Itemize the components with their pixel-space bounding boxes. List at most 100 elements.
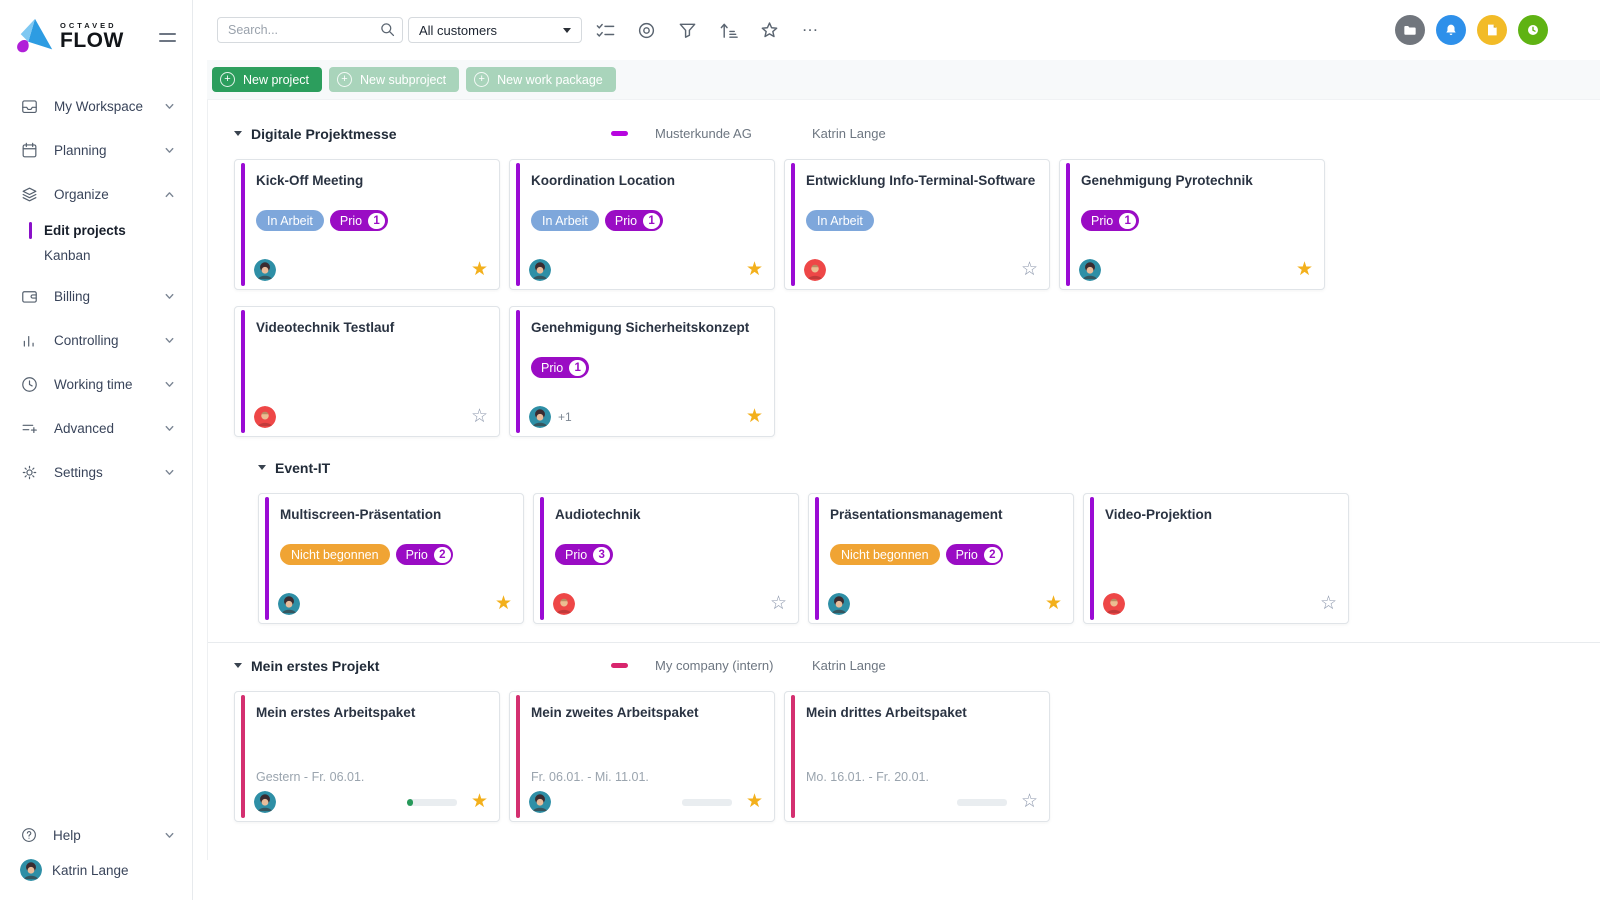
- subproject-section: Event-IT Multiscreen-Präsentation Nicht …: [258, 458, 1600, 624]
- favorite-star-icon[interactable]: ★: [1295, 259, 1313, 280]
- wallet-icon: [22, 290, 37, 303]
- work-package-card[interactable]: Audiotechnik Prio 3 ☆: [533, 493, 799, 624]
- group-divider: [208, 642, 1600, 643]
- project-group-title[interactable]: Mein erstes Projekt: [251, 657, 380, 674]
- sidebar-user[interactable]: Katrin Lange: [20, 852, 176, 888]
- card-title: Video-Projektion: [1105, 507, 1213, 522]
- sidebar-item-label: Planning: [54, 142, 107, 158]
- sidebar-subitem-label: Edit projects: [44, 223, 126, 238]
- collapse-caret-icon[interactable]: [234, 131, 242, 136]
- favorite-star-icon[interactable]: ★: [470, 791, 488, 812]
- project-group-title[interactable]: Digitale Projektmesse: [251, 125, 397, 142]
- work-package-card[interactable]: Mein erstes Arbeitspaket Gestern - Fr. 0…: [234, 691, 500, 822]
- work-package-card[interactable]: Entwicklung Info-Terminal-Software In Ar…: [784, 159, 1050, 290]
- collapse-caret-icon[interactable]: [258, 465, 266, 470]
- avatar: [1103, 593, 1125, 615]
- select-caret-icon: [563, 27, 571, 33]
- work-package-card[interactable]: Genehmigung Pyrotechnik Prio 1 ★: [1059, 159, 1325, 290]
- sidebar-item-advanced[interactable]: Advanced: [0, 406, 192, 450]
- card-color-bar: [815, 497, 819, 620]
- favorite-star-icon[interactable]: ★: [470, 259, 488, 280]
- work-package-card[interactable]: Multiscreen-Präsentation Nicht begonnen …: [258, 493, 524, 624]
- brand-top-text: OCTAVED: [60, 21, 117, 30]
- status-badge: In Arbeit: [806, 210, 874, 232]
- sidebar-item-edit-projects[interactable]: Edit projects: [0, 218, 192, 243]
- favorite-star-icon[interactable]: ☆: [1020, 259, 1038, 280]
- favorite-star-icon[interactable]: ☆: [1020, 791, 1038, 812]
- sidebar-item-my-workspace[interactable]: My Workspace: [0, 84, 192, 128]
- sidebar-item-kanban[interactable]: Kanban: [0, 243, 192, 268]
- favorite-star-icon[interactable]: ★: [745, 791, 763, 812]
- favorites-star-icon[interactable]: [759, 20, 780, 41]
- visibility-eye-icon[interactable]: [636, 20, 657, 41]
- priority-badge: Prio 1: [329, 210, 388, 232]
- inbox-icon: [22, 99, 37, 113]
- subproject-title[interactable]: Event-IT: [275, 459, 331, 476]
- favorite-star-icon[interactable]: ★: [1044, 593, 1062, 614]
- sidebar-item-controlling[interactable]: Controlling: [0, 318, 192, 362]
- project-color-dash: [611, 131, 628, 136]
- card-title: Präsentationsmanagement: [830, 507, 1003, 522]
- priority-badge: Prio 1: [1081, 210, 1139, 232]
- avatar: [828, 593, 850, 615]
- work-package-card[interactable]: Kick-Off Meeting In Arbeit Prio 1 ★: [234, 159, 500, 290]
- sidebar-item-help[interactable]: Help: [20, 818, 176, 852]
- work-package-card[interactable]: Video-Projektion ☆: [1083, 493, 1349, 624]
- time-tracking-button[interactable]: [1518, 15, 1548, 45]
- avatar: [254, 406, 276, 428]
- sidebar-item-billing[interactable]: Billing: [0, 274, 192, 318]
- new-work-package-button[interactable]: + New work package: [466, 67, 616, 92]
- chevron-down-icon: [163, 422, 176, 435]
- favorite-star-icon[interactable]: ☆: [769, 593, 787, 614]
- priority-badge: Prio 1: [531, 357, 589, 379]
- sidebar-item-organize[interactable]: Organize: [0, 172, 192, 216]
- card-color-bar: [540, 497, 544, 620]
- work-package-card[interactable]: Präsentationsmanagement Nicht begonnen P…: [808, 493, 1074, 624]
- favorite-star-icon[interactable]: ★: [745, 259, 763, 280]
- sidebar-nav: My Workspace Planning Organize Edit proj…: [0, 84, 192, 494]
- card-color-bar: [516, 310, 520, 433]
- projects-folder-button[interactable]: [1395, 15, 1425, 45]
- more-options-icon[interactable]: …: [800, 17, 821, 41]
- new-subproject-button[interactable]: + New subproject: [329, 67, 460, 92]
- favorite-star-icon[interactable]: ☆: [470, 406, 488, 427]
- customer-filter-value: All customers: [419, 22, 498, 38]
- top-toolbar: All customers …: [193, 0, 1600, 60]
- plus-icon: +: [474, 72, 490, 87]
- work-package-card[interactable]: Genehmigung Sicherheitskonzept Prio 1 +1 …: [509, 306, 775, 437]
- filter-icon[interactable]: [677, 20, 698, 41]
- notes-button[interactable]: [1477, 15, 1507, 45]
- work-package-card[interactable]: Mein zweites Arbeitspaket Fr. 06.01. - M…: [509, 691, 775, 822]
- notifications-bell-button[interactable]: [1436, 15, 1466, 45]
- avatar: [529, 791, 551, 813]
- chevron-down-icon: [163, 144, 176, 157]
- sidebar-item-planning[interactable]: Planning: [0, 128, 192, 172]
- favorite-star-icon[interactable]: ★: [745, 406, 763, 427]
- work-package-card[interactable]: Videotechnik Testlauf ☆: [234, 306, 500, 437]
- search-input[interactable]: [217, 17, 403, 43]
- favorite-star-icon[interactable]: ★: [494, 593, 512, 614]
- chevron-down-icon: [163, 100, 176, 113]
- sort-icon[interactable]: [718, 20, 739, 41]
- collapse-caret-icon[interactable]: [234, 663, 242, 668]
- work-package-card[interactable]: Koordination Location In Arbeit Prio 1 ★: [509, 159, 775, 290]
- action-bar: + New project + New subproject + New wor…: [207, 60, 1600, 100]
- work-package-card[interactable]: Mein drittes Arbeitspaket Mo. 16.01. - F…: [784, 691, 1050, 822]
- checklist-icon[interactable]: [595, 20, 616, 41]
- plus-icon: +: [337, 72, 352, 87]
- customer-filter-select[interactable]: All customers: [408, 17, 582, 43]
- avatar: [278, 593, 300, 615]
- card-title: Videotechnik Testlauf: [256, 320, 395, 335]
- progress-bar: [681, 798, 732, 806]
- favorite-star-icon[interactable]: ☆: [1319, 593, 1337, 614]
- project-owner: Katrin Lange: [812, 658, 886, 673]
- chevron-up-icon: [163, 188, 176, 201]
- sidebar-subitem-label: Kanban: [44, 248, 91, 263]
- calendar-icon: [22, 142, 37, 157]
- card-color-bar: [241, 310, 245, 433]
- sidebar-collapse-icon[interactable]: [157, 29, 178, 46]
- sidebar-item-settings[interactable]: Settings: [0, 450, 192, 494]
- octaved-flow-logo: OCTAVED FLOW: [14, 16, 124, 58]
- new-project-button[interactable]: + New project: [212, 67, 322, 92]
- sidebar-item-working-time[interactable]: Working time: [0, 362, 192, 406]
